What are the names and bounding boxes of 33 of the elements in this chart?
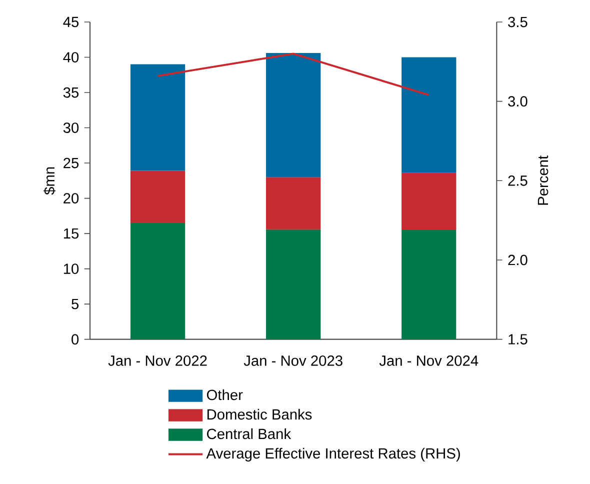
- y-tick-label: 40: [63, 52, 79, 62]
- legend-label: Average Effective Interest Rates (RHS): [206, 448, 460, 462]
- bar: [402, 172, 456, 230]
- y-tick-label: 25: [64, 158, 79, 168]
- legend-label: Central Bank: [207, 428, 292, 440]
- y-tick-label: 45: [63, 16, 79, 28]
- y2-tick-label: 2.0: [508, 254, 528, 266]
- x-tick-label: Jan - Nov 2022: [108, 356, 207, 366]
- bar: [402, 230, 456, 340]
- bar: [266, 229, 321, 340]
- y2-tick-label: 1.5: [508, 334, 528, 344]
- y2-tick-label: 3.0: [508, 96, 528, 107]
- y-tick-label: 15: [64, 228, 79, 239]
- bar: [130, 64, 186, 171]
- y-tick-label: 20: [64, 193, 79, 204]
- x-tick-label: Jan - Nov 2024: [379, 356, 478, 366]
- x-tick-label: Jan - Nov 2023: [244, 356, 342, 366]
- legend-label: Other: [206, 389, 243, 400]
- y-tick-label: 5: [72, 298, 79, 310]
- y-tick-label: 35: [63, 87, 79, 98]
- y-tick-label: 0: [72, 334, 79, 345]
- y2-axis-title: Percent: [538, 155, 548, 205]
- y2-tick-label: 2.5: [508, 175, 528, 186]
- y-axis-title: $mn: [44, 167, 56, 195]
- bar: [130, 170, 186, 223]
- y2-tick-label: 3.5: [508, 16, 528, 28]
- bar: [402, 57, 456, 173]
- bar: [266, 177, 321, 230]
- y-tick-label: 30: [63, 122, 79, 133]
- legend-label: Domestic Banks: [207, 408, 312, 420]
- bar: [266, 53, 321, 178]
- y-tick-label: 10: [64, 264, 79, 274]
- bar: [130, 222, 186, 340]
